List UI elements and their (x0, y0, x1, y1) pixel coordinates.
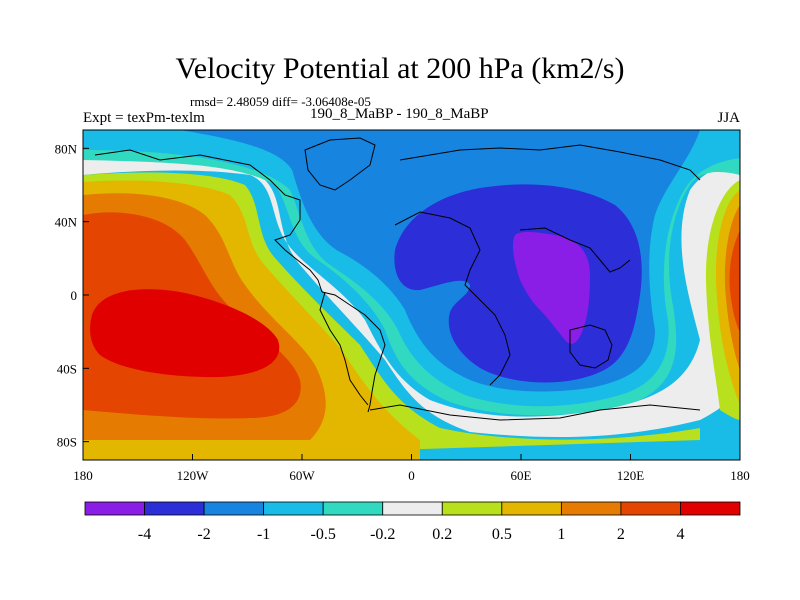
coastline-greenland (304, 137, 376, 191)
coastline-south-america-east (319, 291, 369, 406)
case-label: 190_8_MaBP - 190_8_MaBP (310, 106, 489, 122)
coastline-asia-south (519, 227, 631, 273)
colorbar-label: 0.5 (492, 526, 512, 543)
colorbar-swatch (263, 501, 324, 516)
map-field (83, 130, 740, 460)
colorbar-label: 1 (557, 526, 565, 543)
x-tick-label: 60W (289, 468, 315, 483)
colorbar-swatch (203, 501, 265, 516)
x-tick-label: 0 (408, 468, 415, 483)
y-tick-label: 40S (57, 361, 77, 376)
colorbar-label: 0.2 (432, 526, 452, 543)
colorbar-label: -2 (197, 526, 210, 543)
x-tick-label: 60E (511, 468, 532, 483)
y-tick-label: 80N (55, 141, 78, 156)
field-positive-white (83, 157, 740, 437)
coastline-australia (569, 324, 613, 369)
field-positive-east-red (729, 230, 740, 332)
coastline-north-america (94, 149, 323, 293)
coastline-south-america (321, 291, 386, 413)
colorbar-swatch (560, 501, 622, 516)
coastline-europe-asia (399, 144, 701, 181)
x-tick-label: 120W (177, 468, 210, 483)
colorbar-swatch (620, 501, 681, 516)
colorbar-swatch (322, 501, 384, 516)
field-negative-purple (512, 232, 590, 344)
coastline-antarctica (369, 404, 701, 421)
stats-label: rmsd= 2.48059 diff= -3.06408e-05 (190, 94, 371, 109)
field-positive-red (90, 289, 280, 378)
colorbar-swatch (441, 501, 503, 516)
season-label: JJA (717, 110, 740, 126)
coastlines (94, 137, 701, 421)
colorbar-label: 4 (676, 526, 684, 543)
chart-title: Velocity Potential at 200 hPa (km2/s) (175, 52, 625, 85)
colorbar-swatch (84, 501, 145, 516)
experiment-label: Expt = texPm-texlm (83, 110, 205, 126)
colorbar-swatch (144, 501, 205, 516)
colorbar-label: -0.5 (311, 526, 336, 543)
y-axis: 80N 40N 0 40S 80S (55, 141, 89, 450)
x-axis: 180 120W 60W 0 60E 120E 180 (73, 454, 750, 483)
colorbar-label: -0.2 (370, 526, 395, 543)
colorbar-swatch (680, 501, 741, 516)
y-tick-label: 80S (57, 435, 77, 450)
y-tick-label: 40N (55, 215, 78, 230)
x-tick-label: 180 (730, 468, 750, 483)
colorbar-label: -4 (138, 526, 151, 543)
x-tick-label: 120E (617, 468, 645, 483)
colorbar-label: -1 (257, 526, 270, 543)
y-tick-label: 0 (71, 288, 78, 303)
colorbar: -4 -2 -1 -0.5 -0.2 0.2 0.5 1 2 4 (84, 501, 741, 543)
x-tick-label: 180 (73, 468, 93, 483)
colorbar-swatch (382, 501, 443, 516)
colorbar-label: 2 (617, 526, 625, 543)
colorbar-swatch (501, 501, 562, 516)
coastline-africa (394, 211, 511, 386)
